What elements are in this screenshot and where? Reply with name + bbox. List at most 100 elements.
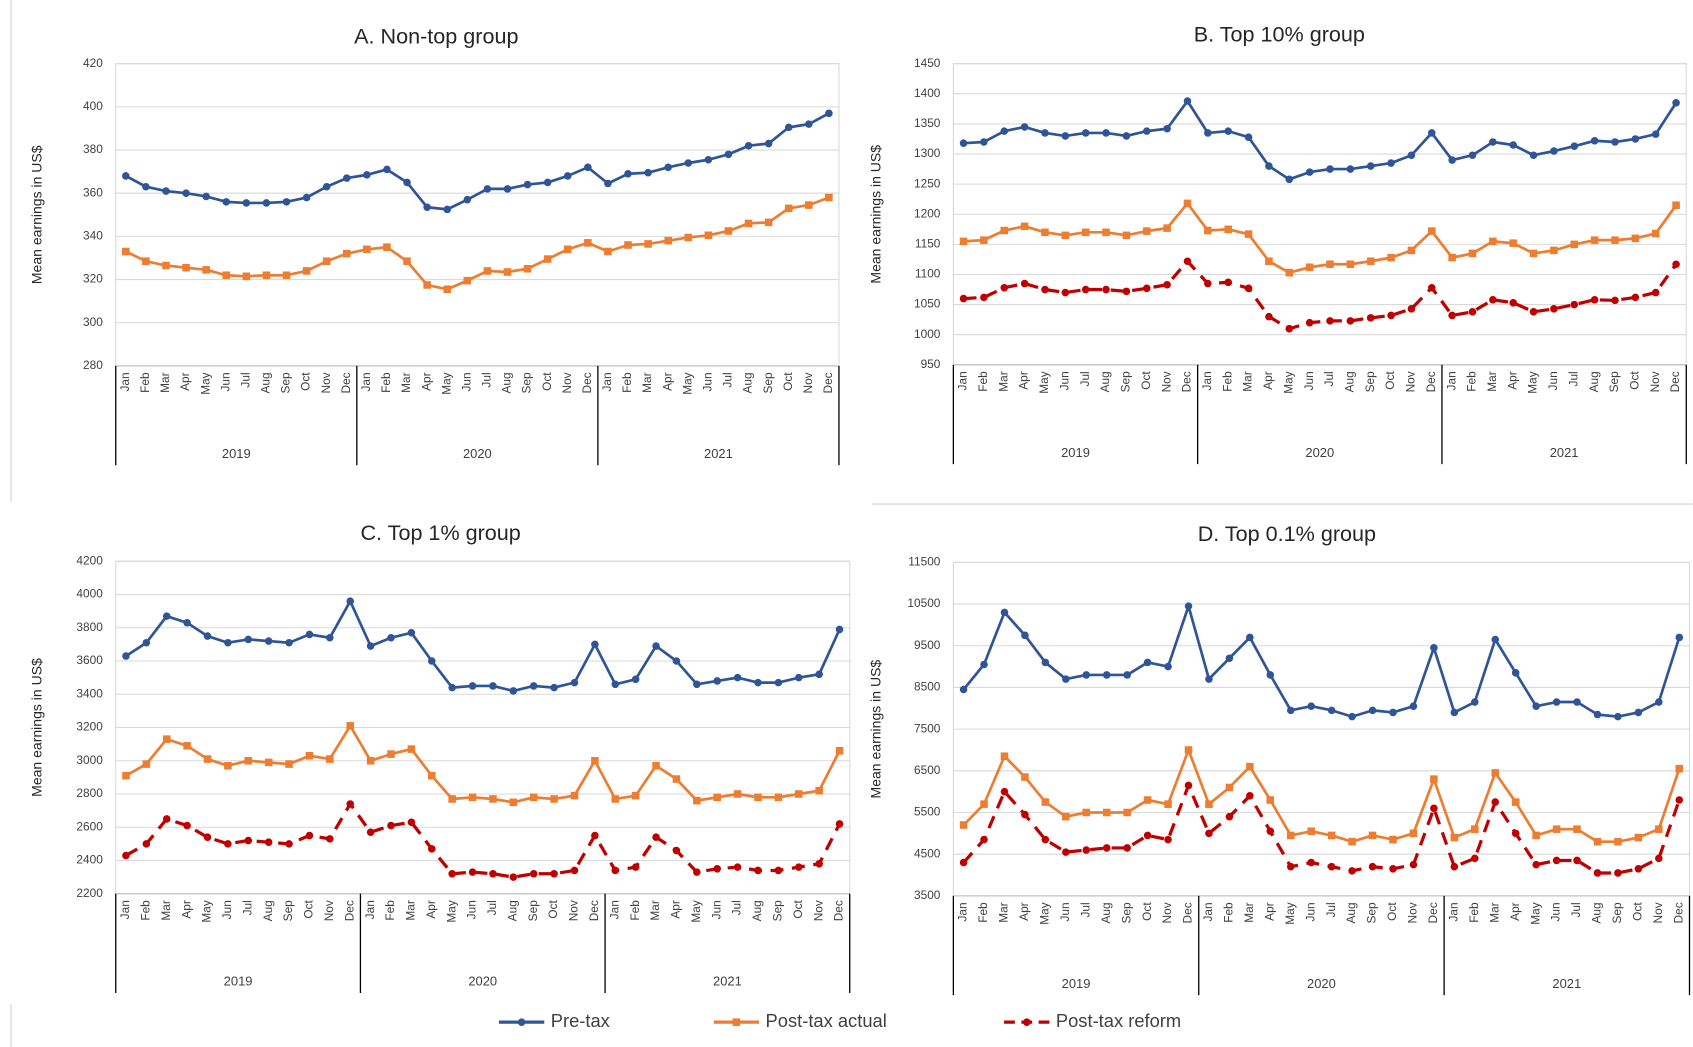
marker xyxy=(1266,671,1275,679)
year-label: 2020 xyxy=(1307,976,1336,991)
marker xyxy=(1285,324,1294,333)
marker xyxy=(427,845,436,853)
marker xyxy=(1407,305,1416,313)
panel: C. Top 1% group Mean earnings in US$ 2200 2… xyxy=(29,520,851,994)
series-line xyxy=(962,748,1681,844)
x-tick-label: Mar xyxy=(640,372,654,392)
marker xyxy=(624,241,632,249)
marker xyxy=(1593,710,1602,719)
marker xyxy=(980,138,988,146)
marker xyxy=(342,249,351,258)
marker xyxy=(1183,97,1192,105)
marker xyxy=(1448,253,1456,262)
marker xyxy=(1448,156,1456,164)
marker xyxy=(980,660,988,669)
marker xyxy=(1468,151,1477,160)
series-line xyxy=(962,604,1681,718)
marker xyxy=(346,722,355,730)
marker xyxy=(407,745,416,753)
marker xyxy=(1122,287,1131,296)
marker xyxy=(1000,787,1009,796)
marker xyxy=(1672,201,1680,210)
x-tick-label: Jul xyxy=(480,372,494,387)
x-tick-label: Mar xyxy=(1487,902,1501,922)
marker xyxy=(242,199,251,207)
marker xyxy=(550,795,558,803)
marker xyxy=(1409,829,1418,838)
marker xyxy=(1123,808,1131,817)
y-tick-label: 3400 xyxy=(76,686,103,700)
x-tick-label: Aug xyxy=(1587,371,1601,392)
marker xyxy=(346,597,355,605)
series-line xyxy=(125,196,830,291)
marker xyxy=(142,840,151,848)
x-tick-label: Apr xyxy=(179,900,193,919)
y-tick-label: 11500 xyxy=(908,554,941,568)
marker xyxy=(744,141,753,150)
x-tick-label: Dec xyxy=(580,372,594,393)
marker xyxy=(1489,138,1497,146)
marker xyxy=(764,139,773,148)
x-tick-label: Jan xyxy=(1200,371,1214,390)
marker xyxy=(1142,127,1151,135)
y-tick-label: 300 xyxy=(83,315,103,329)
x-tick-label: Aug xyxy=(741,372,755,393)
marker xyxy=(1387,159,1395,167)
y-tick-label: 380 xyxy=(83,142,103,156)
marker xyxy=(1143,831,1152,840)
marker xyxy=(529,870,538,878)
x-tick-label: Oct xyxy=(791,900,805,919)
x-tick-label: Feb xyxy=(620,372,634,393)
plot-frame xyxy=(115,63,840,367)
y-tick-label: 360 xyxy=(83,185,103,199)
marker xyxy=(1326,317,1334,325)
marker xyxy=(322,257,331,265)
marker xyxy=(523,180,532,189)
marker xyxy=(1184,602,1193,610)
marker xyxy=(1509,239,1517,247)
x-tick-label: Sep xyxy=(281,900,295,922)
marker xyxy=(463,195,472,204)
x-tick-label: Jan xyxy=(1446,902,1460,921)
marker xyxy=(264,838,273,846)
marker xyxy=(1491,798,1500,806)
y-tick-label: 1350 xyxy=(914,116,941,130)
marker xyxy=(1634,708,1643,717)
marker xyxy=(1224,278,1232,287)
x-tick-label: Jun xyxy=(709,900,723,919)
marker xyxy=(1041,658,1050,667)
x-tick-label: Oct xyxy=(1139,371,1153,390)
x-tick-label: Jul xyxy=(1569,902,1583,917)
x-tick-label: Apr xyxy=(1505,371,1519,390)
marker xyxy=(784,204,793,213)
marker xyxy=(1286,831,1295,840)
marker xyxy=(162,261,170,270)
marker xyxy=(1102,844,1111,852)
marker xyxy=(959,237,968,246)
y-tick-label: 4000 xyxy=(76,587,103,601)
y-tick-label: 1050 xyxy=(914,297,941,311)
marker xyxy=(1000,608,1009,617)
marker xyxy=(326,755,334,763)
marker xyxy=(1468,308,1477,316)
y-tick-label: 9500 xyxy=(914,638,941,652)
legend-label: Post-tax reform xyxy=(1056,1010,1181,1031)
x-tick-label: Sep xyxy=(761,372,775,394)
x-tick-label: Aug xyxy=(750,900,764,921)
marker xyxy=(443,205,451,214)
marker xyxy=(1529,249,1538,258)
marker xyxy=(1246,792,1254,800)
marker xyxy=(1590,136,1599,145)
marker xyxy=(1122,132,1131,140)
marker xyxy=(815,670,823,679)
marker xyxy=(1184,781,1193,790)
x-tick-label: Sep xyxy=(1119,902,1133,924)
marker xyxy=(1244,230,1253,238)
marker xyxy=(733,673,742,682)
marker xyxy=(1672,99,1680,107)
marker xyxy=(1471,698,1479,706)
marker xyxy=(1634,833,1643,842)
year-label: 2019 xyxy=(1061,445,1090,460)
x-tick-label: Nov xyxy=(322,900,336,921)
x-tick-label: May xyxy=(1037,371,1051,393)
